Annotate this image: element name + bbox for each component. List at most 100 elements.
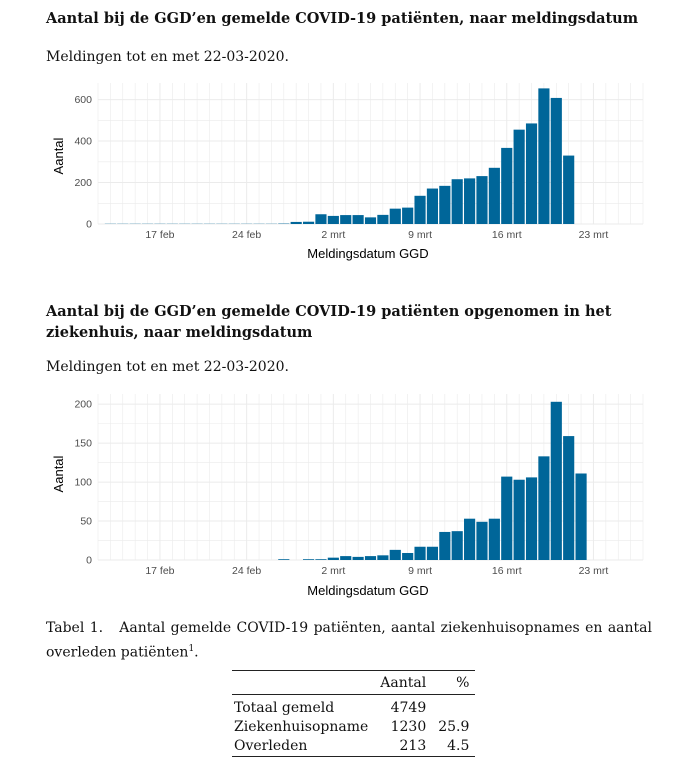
bar bbox=[426, 188, 439, 224]
x-tick-label: 16 mrt bbox=[492, 229, 522, 241]
table-cell: 213 bbox=[399, 738, 427, 754]
bar bbox=[315, 214, 327, 224]
bar bbox=[340, 215, 352, 224]
bar bbox=[364, 556, 377, 560]
table-cell: 4749 bbox=[390, 700, 427, 716]
bar bbox=[439, 185, 451, 224]
table-header-row: Aantal % bbox=[232, 670, 476, 695]
bar bbox=[501, 147, 513, 224]
chart2-subtitle: Meldingen tot en met 22-03-2020. bbox=[46, 359, 289, 375]
bar bbox=[513, 129, 525, 224]
table-cell: Totaal gemeld bbox=[234, 700, 335, 716]
y-tick-label: 0 bbox=[86, 219, 92, 231]
chart1-bars bbox=[104, 88, 575, 224]
table-cell: 1230 bbox=[390, 719, 427, 735]
bar bbox=[513, 479, 525, 560]
table-row: Totaal gemeld 4749 bbox=[232, 695, 475, 719]
chart1-x-ticks: 17 feb 24 feb 2 mrt 9 mrt 16 mrt 23 mrt bbox=[145, 229, 608, 241]
footnote-marker: 1 bbox=[188, 644, 195, 654]
y-tick-label: 50 bbox=[80, 516, 92, 528]
bar bbox=[538, 456, 550, 560]
bar bbox=[501, 476, 513, 560]
chart1-x-axis-title: Meldingsdatum GGD bbox=[307, 246, 428, 261]
bar bbox=[327, 215, 339, 224]
bar bbox=[476, 521, 488, 560]
table-row: Ziekenhuisopname 1230 25.9 bbox=[232, 718, 475, 737]
bar bbox=[302, 559, 315, 560]
table-cell bbox=[432, 695, 475, 719]
bar bbox=[563, 436, 575, 560]
bar bbox=[414, 546, 426, 560]
bar bbox=[464, 518, 476, 560]
y-tick-label: 150 bbox=[74, 438, 92, 450]
y-tick-label: 100 bbox=[74, 477, 92, 489]
bar bbox=[550, 401, 562, 560]
bar bbox=[563, 155, 575, 224]
bar bbox=[451, 179, 463, 224]
table-cell: 4.5 bbox=[447, 738, 470, 754]
bar bbox=[302, 221, 315, 224]
y-tick-label: 0 bbox=[86, 555, 92, 567]
chart2-y-ticks: 0 50 100 150 200 bbox=[74, 399, 92, 567]
table-caption-label: Tabel 1. bbox=[46, 620, 104, 636]
chart2-y-axis-title: Aantal bbox=[51, 455, 66, 492]
y-tick-label: 600 bbox=[74, 94, 92, 106]
table-header-cell bbox=[232, 671, 374, 695]
bar bbox=[402, 552, 414, 560]
bar bbox=[414, 195, 426, 224]
bar bbox=[538, 88, 550, 224]
chart2-bars bbox=[278, 401, 587, 560]
table-cell: Ziekenhuisopname bbox=[234, 719, 369, 735]
bar bbox=[525, 477, 538, 560]
bar bbox=[352, 556, 364, 560]
caption-end: . bbox=[194, 644, 199, 661]
table-header-cell: Aantal bbox=[380, 675, 427, 691]
table-caption: Tabel 1. Aantal gemelde COVID-19 patiënt… bbox=[46, 618, 652, 664]
bar bbox=[315, 559, 327, 560]
y-tick-label: 400 bbox=[74, 136, 92, 148]
chart2-title: Aantal bij de GGD’en gemelde COVID-19 pa… bbox=[46, 303, 612, 341]
x-tick-label: 17 feb bbox=[145, 229, 174, 241]
x-tick-label: 23 mrt bbox=[579, 229, 609, 241]
bar bbox=[389, 208, 401, 224]
bar bbox=[488, 167, 500, 224]
x-tick-label: 2 mrt bbox=[321, 229, 345, 241]
table-header-cell: % bbox=[456, 675, 470, 691]
bar bbox=[426, 546, 439, 560]
chart-patients-by-date: 0 200 400 600 17 feb 24 feb 2 mrt 9 mrt 16 mrt 2… bbox=[51, 83, 644, 261]
bar bbox=[389, 549, 401, 560]
x-tick-label: 24 feb bbox=[232, 229, 261, 241]
chart1-y-axis-title: Aantal bbox=[51, 137, 66, 174]
summary-table: Aantal % Totaal gemeld 4749 Ziekenhuisop… bbox=[232, 670, 476, 757]
bar bbox=[340, 556, 352, 560]
bar bbox=[476, 176, 488, 224]
chart-hospitalised-by-date: 0 50 100 150 200 17 feb 24 feb 2 mrt 9 mrt 16 mr… bbox=[51, 394, 644, 598]
chart1-title: Aantal bij de GGD’en gemelde COVID-19 pa… bbox=[46, 10, 639, 27]
table-row: Overleden 213 4.5 bbox=[232, 737, 476, 757]
chart2-x-axis-title: Meldingsdatum GGD bbox=[307, 583, 428, 598]
bar bbox=[377, 555, 389, 560]
bar bbox=[364, 217, 377, 224]
y-tick-label: 200 bbox=[74, 177, 92, 189]
x-tick-label: 23 mrt bbox=[579, 565, 609, 577]
x-tick-label: 24 feb bbox=[232, 565, 261, 577]
bar bbox=[402, 207, 414, 224]
x-tick-label: 2 mrt bbox=[321, 565, 345, 577]
bar bbox=[439, 531, 451, 560]
bar bbox=[550, 97, 562, 224]
x-tick-label: 16 mrt bbox=[492, 565, 522, 577]
x-tick-label: 17 feb bbox=[145, 565, 174, 577]
y-tick-label: 200 bbox=[74, 399, 92, 411]
bar bbox=[290, 221, 302, 224]
chart2-x-ticks: 17 feb 24 feb 2 mrt 9 mrt 16 mrt 23 mrt bbox=[145, 565, 608, 577]
bar bbox=[278, 559, 290, 560]
bar bbox=[377, 214, 389, 224]
table-cell: 25.9 bbox=[438, 719, 470, 735]
chart1-y-ticks: 0 200 400 600 bbox=[74, 94, 92, 230]
x-tick-label: 9 mrt bbox=[408, 229, 432, 241]
x-tick-label: 9 mrt bbox=[408, 565, 432, 577]
bar bbox=[352, 215, 364, 224]
chart1-subtitle: Meldingen tot en met 22-03-2020. bbox=[46, 49, 289, 65]
table-caption-text: Aantal gemelde COVID-19 patiënten, aanta… bbox=[46, 620, 652, 661]
bar bbox=[488, 518, 500, 560]
